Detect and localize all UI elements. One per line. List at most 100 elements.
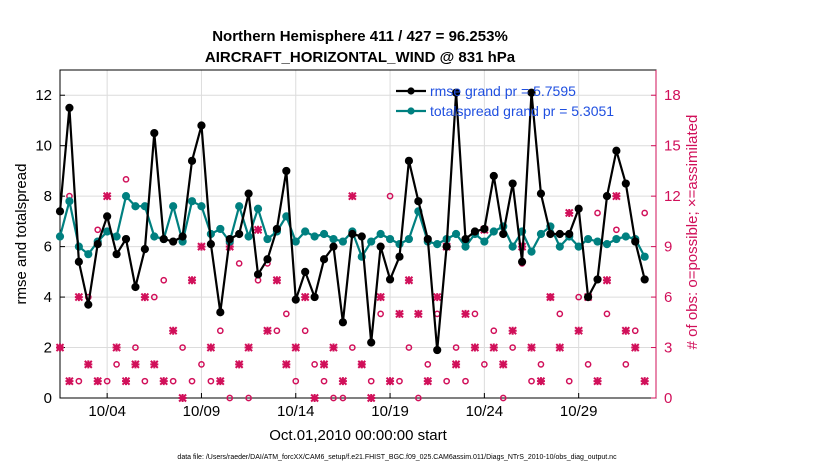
obs-assimilated-glyph [451, 360, 461, 369]
totalspread-point [489, 227, 498, 236]
legend-rmse-swatch-marker [407, 87, 415, 95]
totalspread-point [404, 234, 414, 244]
rmse-point [480, 224, 489, 234]
obs-assimilated-glyph [65, 376, 74, 386]
totalspread-point [461, 242, 470, 251]
rmse-point [253, 270, 263, 279]
totalspread-point [508, 242, 517, 251]
obs-assimilated-marker [414, 309, 423, 319]
rmse-point [140, 245, 149, 254]
obs-assimilated-marker [348, 191, 357, 201]
obs-possible-marker [113, 361, 120, 368]
obs-possible-marker [216, 327, 224, 335]
obs-assimilated-glyph [74, 292, 84, 302]
obs-possible-marker [141, 377, 149, 385]
rmse-point [74, 257, 83, 266]
y-tick-label-right: 15 [664, 138, 681, 155]
rmse-point [499, 229, 508, 239]
rmse-point [584, 292, 593, 302]
obs-assimilated-glyph [640, 376, 649, 386]
totalspread-point [329, 234, 338, 244]
obs-assimilated-glyph [593, 376, 602, 386]
rmse-point [602, 192, 612, 201]
obs-possible-marker [499, 394, 507, 402]
rmse-point [461, 234, 470, 244]
obs-possible-marker [396, 377, 403, 385]
rmse-point [470, 227, 480, 236]
obs-assimilated-marker [178, 393, 187, 403]
obs-assimilated-glyph [206, 343, 216, 352]
obs-assimilated-glyph [112, 343, 121, 352]
obs-assimilated-glyph [102, 191, 112, 201]
obs-possible-marker [528, 377, 535, 385]
obs-assimilated-glyph [631, 343, 640, 352]
obs-assimilated-glyph [536, 376, 546, 386]
obs-assimilated-marker [602, 276, 612, 285]
rmse-point [121, 234, 131, 244]
obs-possible-marker [481, 361, 488, 368]
rmse-point [631, 237, 640, 246]
rmse-point [197, 121, 206, 130]
obs-assimilated-marker [631, 343, 640, 352]
obs-possible-marker [462, 377, 469, 385]
obs-possible-marker [188, 377, 196, 385]
obs-possible-marker [169, 377, 177, 385]
rmse-point [338, 318, 348, 327]
obs-possible-marker [292, 377, 300, 385]
rmse-point [65, 103, 74, 112]
totalspread-point [536, 229, 546, 239]
obs-assimilated-glyph [366, 393, 376, 403]
obs-assimilated-marker [131, 360, 140, 369]
obs-assimilated-marker [612, 191, 621, 201]
totalspread-point [263, 234, 272, 244]
obs-possible-marker [377, 310, 384, 318]
totalspread-point [433, 239, 442, 249]
rmse-line [58, 91, 646, 352]
obs-assimilated-glyph [319, 360, 329, 369]
obs-assimilated-glyph [282, 360, 291, 369]
obs-assimilated-marker [102, 191, 112, 201]
obs-possible-marker [273, 327, 281, 335]
obs-assimilated-glyph [121, 376, 131, 386]
rmse-point [621, 179, 630, 188]
obs-assimilated-marker [84, 360, 93, 369]
obs-possible-marker [424, 361, 432, 368]
obs-assimilated-glyph [621, 326, 631, 335]
rmse-point [442, 242, 451, 251]
totalspread-point [55, 232, 65, 241]
obs-possible-marker [179, 344, 186, 351]
obs-assimilated-marker [121, 376, 131, 386]
rmse-point [291, 295, 300, 304]
obs-assimilated-glyph [357, 360, 366, 369]
obs-assimilated-glyph [244, 343, 253, 352]
totalspread-point [480, 237, 489, 246]
totalspread-point [593, 237, 602, 246]
obs-possible-marker [471, 310, 479, 318]
rmse-point [216, 308, 225, 317]
obs-possible-marker [415, 394, 422, 402]
obs-assimilated-marker [55, 343, 65, 352]
rmse-point [593, 275, 602, 284]
obs-possible-marker [386, 192, 394, 200]
rmse-point [565, 229, 574, 239]
totalspread-point [367, 237, 376, 246]
y-tick-label-left: 8 [44, 188, 52, 205]
totalspread-point [112, 232, 121, 241]
totalspread-point [291, 237, 300, 246]
rmse-point [451, 88, 461, 97]
obs-possible-marker [443, 377, 450, 385]
rmse-point [235, 229, 244, 239]
footer-data-file: data file: /Users/raeder/DAI/ATM_forcXX/… [177, 454, 617, 461]
obs-assimilated-marker [461, 309, 470, 319]
totalspread-point [84, 250, 93, 259]
rmse-point [329, 242, 338, 251]
obs-assimilated-marker [244, 343, 253, 352]
obs-possible-marker [282, 310, 290, 318]
y-tick-label-right: 12 [664, 188, 681, 205]
rmse-point [187, 156, 197, 165]
obs-assimilated-glyph [150, 360, 159, 369]
obs-possible-marker [631, 327, 639, 335]
obs-assimilated-marker [159, 376, 168, 386]
obs-possible-marker [405, 344, 413, 351]
y-tick-label-left: 10 [35, 138, 52, 155]
